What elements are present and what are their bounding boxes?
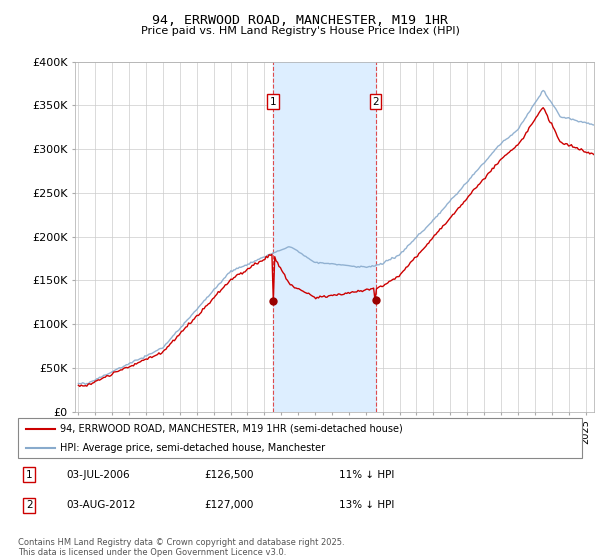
Text: 11% ↓ HPI: 11% ↓ HPI — [340, 470, 395, 480]
Text: Price paid vs. HM Land Registry's House Price Index (HPI): Price paid vs. HM Land Registry's House … — [140, 26, 460, 36]
Text: 1: 1 — [269, 97, 276, 107]
Text: 03-JUL-2006: 03-JUL-2006 — [66, 470, 130, 480]
Text: £126,500: £126,500 — [204, 470, 254, 480]
Text: 94, ERRWOOD ROAD, MANCHESTER, M19 1HR (semi-detached house): 94, ERRWOOD ROAD, MANCHESTER, M19 1HR (s… — [60, 424, 403, 433]
Text: £127,000: £127,000 — [204, 500, 253, 510]
Bar — [273, 62, 376, 412]
Text: 1: 1 — [26, 470, 32, 480]
Text: Contains HM Land Registry data © Crown copyright and database right 2025.
This d: Contains HM Land Registry data © Crown c… — [18, 538, 344, 557]
Text: HPI: Average price, semi-detached house, Manchester: HPI: Average price, semi-detached house,… — [60, 443, 325, 453]
Text: 13% ↓ HPI: 13% ↓ HPI — [340, 500, 395, 510]
Text: 03-AUG-2012: 03-AUG-2012 — [66, 500, 136, 510]
Text: 94, ERRWOOD ROAD, MANCHESTER, M19 1HR: 94, ERRWOOD ROAD, MANCHESTER, M19 1HR — [152, 14, 448, 27]
FancyBboxPatch shape — [18, 418, 582, 458]
Text: 2: 2 — [26, 500, 32, 510]
Text: 2: 2 — [372, 97, 379, 107]
